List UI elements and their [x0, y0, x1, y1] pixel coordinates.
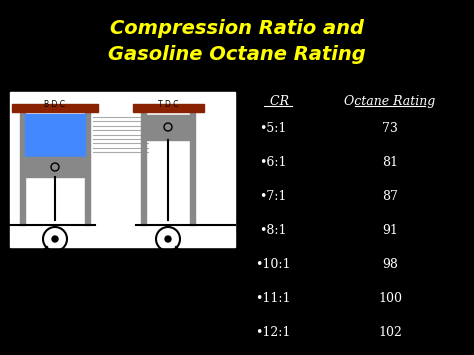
Text: 100: 100 [378, 292, 402, 305]
Text: •6:1: •6:1 [259, 156, 287, 169]
Text: B D C: B D C [45, 100, 65, 109]
Bar [133, 104, 204, 112]
Text: 102: 102 [378, 326, 402, 339]
Bar [146, 115, 191, 140]
Bar [190, 107, 195, 225]
Bar [25, 157, 85, 177]
Text: Gasoline Octane Rating: Gasoline Octane Rating [108, 45, 366, 65]
Text: •12:1: •12:1 [255, 326, 291, 339]
Text: •10:1: •10:1 [255, 258, 291, 271]
Text: 81: 81 [382, 156, 398, 169]
Text: 73: 73 [382, 122, 398, 135]
Circle shape [52, 236, 58, 242]
Text: •5:1: •5:1 [259, 122, 287, 135]
Text: •11:1: •11:1 [255, 292, 291, 305]
Bar [10, 92, 235, 247]
Text: T D C: T D C [158, 100, 178, 109]
Bar [12, 104, 98, 112]
Text: CR: CR [266, 95, 290, 108]
Circle shape [165, 236, 171, 242]
Bar [25, 114, 85, 157]
Bar [141, 107, 146, 225]
Text: •8:1: •8:1 [259, 224, 287, 237]
Text: 87: 87 [382, 190, 398, 203]
Bar [20, 107, 25, 225]
Text: •7:1: •7:1 [259, 190, 287, 203]
Text: Octane Rating: Octane Rating [345, 95, 436, 108]
Text: Compression Ratio and: Compression Ratio and [110, 18, 364, 38]
Text: 91: 91 [382, 224, 398, 237]
Bar [85, 107, 90, 225]
Text: 98: 98 [382, 258, 398, 271]
